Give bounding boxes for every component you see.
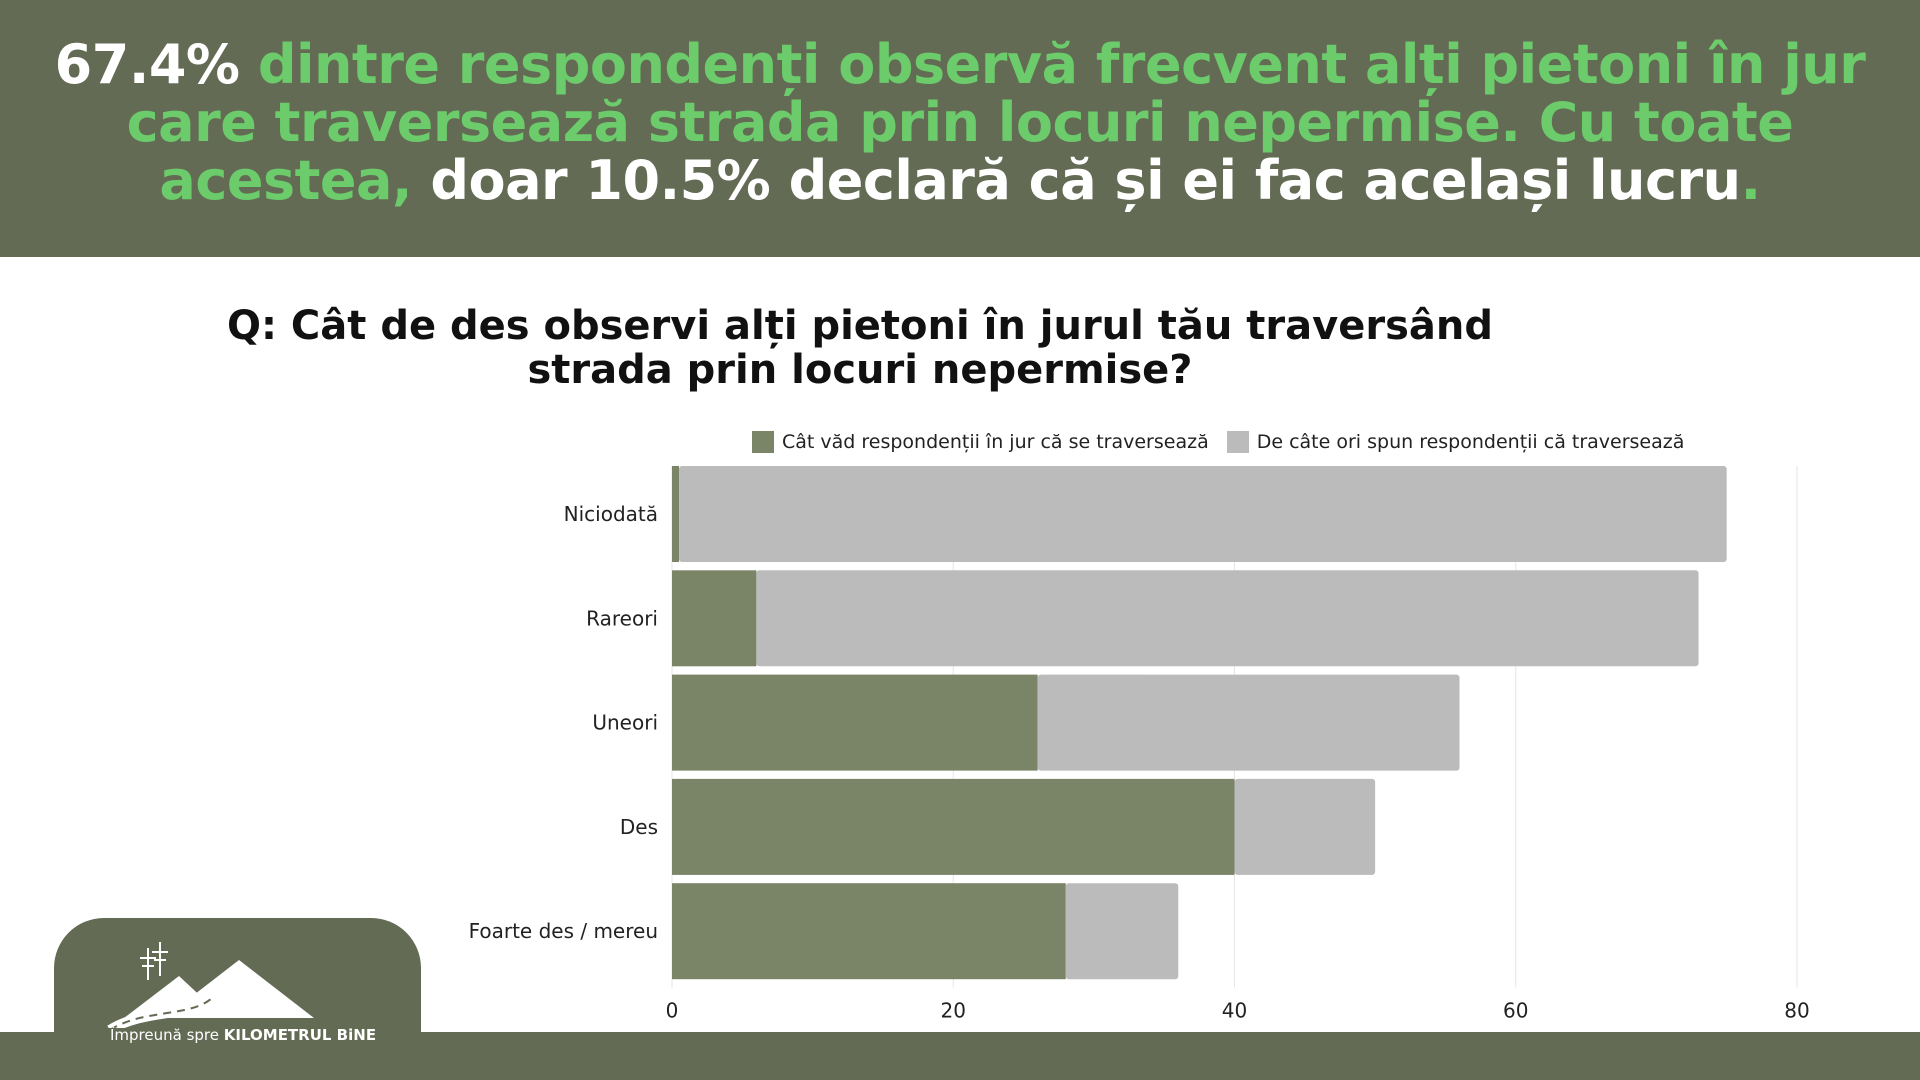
- bar-segment: [672, 674, 1038, 771]
- bar-segment: [672, 466, 680, 562]
- bar-segment: [672, 883, 1066, 980]
- bar-segment: [679, 466, 1727, 562]
- logo-text-bold-1: KILOMETRUL B: [223, 1026, 349, 1044]
- logo-dotted-i: i: [348, 1026, 354, 1044]
- bar-segment: [672, 778, 1235, 875]
- legend-swatch-self: [1226, 431, 1249, 453]
- bar-segment: [1037, 674, 1460, 771]
- chart-title: Q: Cât de des observi alți pietoni în ju…: [227, 303, 1493, 393]
- bar-segment: [1065, 883, 1179, 980]
- headline-period: .: [1740, 149, 1762, 212]
- headline-highlight-percent: 67.4%: [54, 33, 240, 96]
- x-tick-label: 20: [941, 999, 966, 1023]
- logo-text-regular: Împreună spre: [110, 1026, 224, 1044]
- legend-label-self: De câte ori spun respondenții că travers…: [1256, 431, 1685, 453]
- logo-text: Împreună spre KILOMETRUL BiNE: [110, 1026, 376, 1044]
- x-tick-label: 0: [666, 999, 679, 1023]
- bar-chart: 0 20 40 60 80 Niciodată Rareori Uneori Des Foarte…: [469, 466, 1810, 1023]
- bar-segment: [756, 570, 1699, 667]
- bar-segment: [1234, 778, 1376, 875]
- category-label: Niciodată: [564, 502, 658, 526]
- mountain-road-logo-icon: [107, 942, 314, 1028]
- legend-swatch-observed: [752, 431, 774, 453]
- logo: Împreună spre KILOMETRUL BiNE: [54, 918, 421, 1052]
- headline: 67.4% dintre respondenți observă frecven…: [40, 36, 1880, 210]
- x-tick-label: 60: [1503, 999, 1528, 1023]
- category-label: Uneori: [592, 711, 658, 735]
- legend-item-observed: Cât văd respondenții în jur că se traver…: [752, 431, 1209, 453]
- legend-item-self: De câte ori spun respondenții că travers…: [1226, 431, 1685, 453]
- bar-segment: [672, 570, 757, 667]
- header-banner: 67.4% dintre respondenți observă frecven…: [0, 0, 1920, 257]
- logo-text-bold-2: NE: [353, 1026, 377, 1044]
- category-label: Rareori: [586, 606, 658, 630]
- x-tick-label: 40: [1222, 999, 1247, 1023]
- category-label: Des: [620, 815, 658, 839]
- legend-label-observed: Cât văd respondenții în jur că se traver…: [782, 431, 1209, 453]
- category-label: Foarte des / mereu: [469, 919, 658, 943]
- x-tick-label: 80: [1784, 999, 1809, 1023]
- headline-text: dintre respondenți observă frecvent alți…: [126, 33, 1866, 212]
- chart-legend: Cât văd respondenții în jur că se traver…: [752, 429, 1684, 455]
- headline-highlight-statement: doar 10.5% declară că și ei fac același …: [430, 149, 1741, 212]
